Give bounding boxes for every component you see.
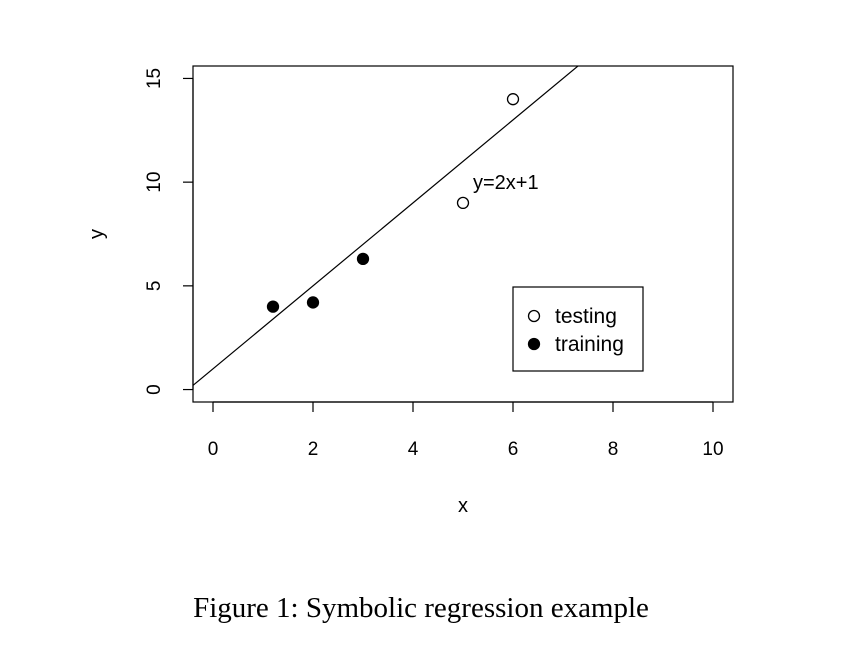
legend-label-training: training [555,333,624,356]
x-axis-label: x [458,495,468,517]
testing-point [456,196,470,210]
x-tick-label: 10 [702,439,723,460]
x-axis: 0 2 4 6 8 10 [208,401,724,460]
legend-label-testing: testing [555,305,617,328]
y-axis-label: y [86,229,108,239]
legend-box [512,286,644,372]
training-point [356,252,370,266]
fit-annotation: y=2x+1 [473,172,539,194]
training-point [306,296,320,309]
training-point [266,300,280,313]
fit-line [193,66,579,387]
y-tick-label: 10 [144,172,165,193]
scatter-chart: 0 2 4 6 8 10 0 5 10 15 y=2x+1 x y testing trainin… [86,65,734,517]
plot-frame [192,65,734,403]
y-tick-label: 0 [144,384,165,395]
x-tick-label: 4 [408,439,419,460]
legend-marker-training [527,337,541,351]
y-axis: 0 5 10 15 [144,68,194,395]
y-tick-label: 15 [144,68,165,89]
x-tick-label: 2 [308,439,319,460]
x-tick-label: 6 [508,439,519,460]
y-tick-label: 5 [144,281,165,292]
figure-caption: Figure 1: Symbolic regression example [193,592,649,624]
testing-point [506,93,520,106]
legend-marker-testing [527,309,541,323]
legend: testing training [512,286,644,372]
x-tick-label: 0 [208,439,219,460]
x-tick-label: 8 [608,439,619,460]
